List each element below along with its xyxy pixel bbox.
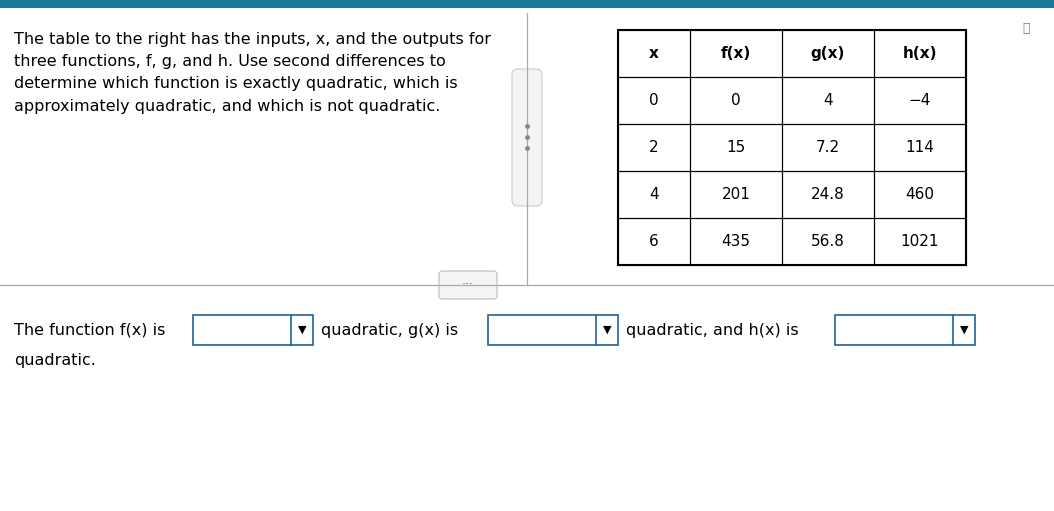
Text: 435: 435 xyxy=(722,234,750,249)
Bar xyxy=(782,218,874,265)
Bar xyxy=(874,171,967,218)
Bar xyxy=(874,77,967,124)
Bar xyxy=(835,315,975,345)
Text: 4: 4 xyxy=(649,187,659,202)
Text: 0: 0 xyxy=(649,93,659,108)
Bar xyxy=(618,171,690,218)
Bar xyxy=(874,124,967,171)
Text: ⧉: ⧉ xyxy=(1022,22,1030,35)
Bar xyxy=(782,171,874,218)
Bar xyxy=(193,315,313,345)
Text: ▼: ▼ xyxy=(297,325,307,335)
Text: 114: 114 xyxy=(905,140,935,155)
Bar xyxy=(618,77,690,124)
Text: ▼: ▼ xyxy=(960,325,969,335)
FancyBboxPatch shape xyxy=(512,69,542,206)
Text: 6: 6 xyxy=(649,234,659,249)
Text: The table to the right has the inputs, x, and the outputs for
three functions, f: The table to the right has the inputs, x… xyxy=(14,32,491,113)
Text: 201: 201 xyxy=(722,187,750,202)
Bar xyxy=(782,77,874,124)
Bar xyxy=(618,30,690,77)
Text: 1021: 1021 xyxy=(901,234,939,249)
Bar xyxy=(618,218,690,265)
Text: 2: 2 xyxy=(649,140,659,155)
Bar xyxy=(618,30,967,265)
Bar xyxy=(874,218,967,265)
Bar xyxy=(488,315,618,345)
Bar xyxy=(782,30,874,77)
Text: ···: ··· xyxy=(462,278,474,291)
Text: h(x): h(x) xyxy=(902,46,937,61)
Bar xyxy=(690,171,782,218)
Text: 24.8: 24.8 xyxy=(812,187,845,202)
Text: 56.8: 56.8 xyxy=(812,234,845,249)
Text: 460: 460 xyxy=(905,187,935,202)
Text: x: x xyxy=(649,46,659,61)
Text: 4: 4 xyxy=(823,93,833,108)
Text: 15: 15 xyxy=(726,140,745,155)
Text: f(x): f(x) xyxy=(721,46,752,61)
Text: 7.2: 7.2 xyxy=(816,140,840,155)
Bar xyxy=(782,124,874,171)
Text: quadratic.: quadratic. xyxy=(14,353,96,367)
Bar xyxy=(690,30,782,77)
Bar xyxy=(690,124,782,171)
Bar xyxy=(618,124,690,171)
Bar xyxy=(0,0,1054,8)
Text: 0: 0 xyxy=(731,93,741,108)
Text: quadratic, and h(x) is: quadratic, and h(x) is xyxy=(626,322,799,337)
Bar xyxy=(690,77,782,124)
Text: g(x): g(x) xyxy=(811,46,845,61)
Text: −4: −4 xyxy=(909,93,931,108)
Text: The function f(x) is: The function f(x) is xyxy=(14,322,165,337)
Text: ▼: ▼ xyxy=(603,325,611,335)
FancyBboxPatch shape xyxy=(440,271,497,299)
Bar xyxy=(874,30,967,77)
Bar xyxy=(690,218,782,265)
Text: quadratic, g(x) is: quadratic, g(x) is xyxy=(321,322,458,337)
